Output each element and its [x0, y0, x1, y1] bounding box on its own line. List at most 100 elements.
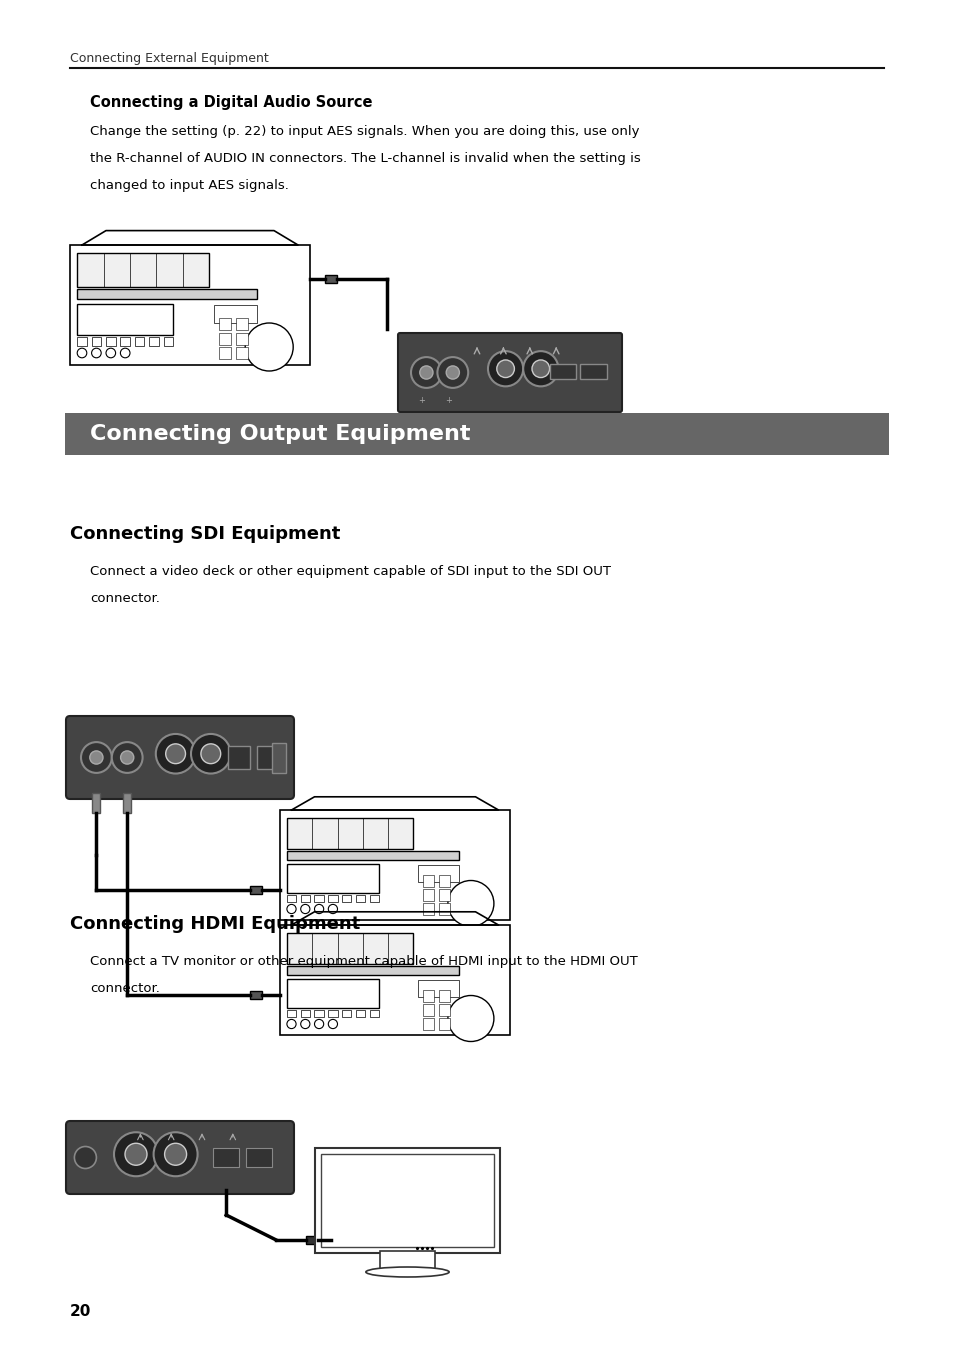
- Bar: [213, 1148, 239, 1167]
- Circle shape: [155, 734, 195, 773]
- Text: Connecting a Digital Audio Source: Connecting a Digital Audio Source: [90, 95, 372, 110]
- Circle shape: [287, 904, 295, 914]
- Circle shape: [125, 1143, 147, 1166]
- Circle shape: [314, 904, 323, 914]
- Bar: [422, 903, 434, 914]
- Bar: [438, 890, 450, 900]
- Circle shape: [411, 357, 441, 387]
- Bar: [342, 895, 351, 902]
- Bar: [314, 895, 323, 902]
- Circle shape: [532, 360, 549, 378]
- Circle shape: [91, 348, 101, 357]
- Bar: [218, 333, 231, 345]
- Bar: [379, 1251, 435, 1273]
- Bar: [438, 990, 450, 1002]
- Text: Connect a video deck or other equipment capable of SDI input to the SDI OUT: Connect a video deck or other equipment …: [90, 565, 610, 578]
- Bar: [328, 895, 337, 902]
- Bar: [163, 337, 173, 345]
- FancyBboxPatch shape: [66, 716, 294, 799]
- Text: Connecting HDMI Equipment: Connecting HDMI Equipment: [70, 915, 360, 933]
- Bar: [417, 865, 459, 881]
- Bar: [422, 1005, 434, 1016]
- Bar: [370, 1010, 378, 1017]
- Text: connector.: connector.: [90, 982, 160, 995]
- Bar: [422, 890, 434, 900]
- Bar: [287, 850, 459, 860]
- Circle shape: [191, 734, 231, 773]
- Bar: [134, 337, 144, 345]
- Text: +: +: [418, 395, 425, 405]
- Text: the R-channel of AUDIO IN connectors. The L-channel is invalid when the setting : the R-channel of AUDIO IN connectors. Th…: [90, 152, 640, 165]
- Bar: [287, 1010, 295, 1017]
- Bar: [70, 245, 310, 366]
- Bar: [438, 903, 450, 914]
- Text: connector.: connector.: [90, 592, 160, 605]
- Circle shape: [90, 751, 103, 764]
- Bar: [287, 965, 459, 975]
- Bar: [287, 895, 295, 902]
- Bar: [422, 990, 434, 1002]
- Circle shape: [447, 880, 494, 926]
- Text: Change the setting (p. 22) to input AES signals. When you are doing this, use on: Change the setting (p. 22) to input AES …: [90, 125, 639, 138]
- Bar: [287, 818, 413, 849]
- Bar: [287, 979, 378, 1007]
- Circle shape: [201, 743, 220, 764]
- Bar: [280, 925, 510, 1034]
- Circle shape: [287, 1020, 295, 1029]
- Circle shape: [120, 751, 133, 764]
- Circle shape: [328, 904, 337, 914]
- Bar: [300, 895, 310, 902]
- Bar: [246, 1148, 273, 1167]
- Circle shape: [106, 348, 115, 357]
- Bar: [273, 742, 285, 773]
- Text: +: +: [444, 395, 452, 405]
- Bar: [228, 746, 250, 769]
- Bar: [235, 318, 248, 330]
- FancyBboxPatch shape: [66, 1121, 294, 1194]
- Bar: [549, 363, 576, 379]
- Bar: [370, 895, 378, 902]
- Bar: [106, 337, 115, 345]
- Bar: [287, 864, 378, 892]
- Bar: [250, 886, 262, 894]
- Bar: [328, 1010, 337, 1017]
- Circle shape: [419, 366, 433, 379]
- Circle shape: [112, 742, 142, 773]
- Bar: [417, 980, 459, 997]
- Text: Connect a TV monitor or other equipment capable of HDMI input to the HDMI OUT: Connect a TV monitor or other equipment …: [90, 955, 638, 968]
- Bar: [314, 1010, 323, 1017]
- Bar: [438, 1018, 450, 1029]
- Circle shape: [522, 351, 558, 386]
- Bar: [77, 253, 209, 287]
- Bar: [77, 303, 173, 334]
- Circle shape: [447, 995, 494, 1041]
- Circle shape: [300, 1020, 310, 1029]
- Bar: [320, 1154, 494, 1247]
- Text: Connecting External Equipment: Connecting External Equipment: [70, 51, 269, 65]
- Circle shape: [165, 1143, 187, 1166]
- Circle shape: [81, 742, 112, 773]
- Bar: [314, 1148, 499, 1252]
- Bar: [355, 895, 365, 902]
- Circle shape: [328, 1020, 337, 1029]
- Bar: [213, 305, 257, 324]
- Bar: [250, 991, 262, 999]
- Circle shape: [245, 324, 293, 371]
- Circle shape: [446, 366, 459, 379]
- Bar: [92, 793, 100, 812]
- Circle shape: [120, 348, 130, 357]
- Circle shape: [497, 360, 514, 378]
- Text: 20: 20: [70, 1304, 91, 1319]
- Bar: [287, 933, 413, 964]
- Bar: [218, 347, 231, 359]
- Bar: [342, 1010, 351, 1017]
- Bar: [218, 318, 231, 330]
- Circle shape: [436, 357, 468, 387]
- Bar: [325, 275, 336, 283]
- Bar: [355, 1010, 365, 1017]
- Bar: [256, 746, 278, 769]
- Bar: [235, 333, 248, 345]
- Circle shape: [74, 1147, 96, 1169]
- FancyBboxPatch shape: [397, 333, 621, 412]
- Circle shape: [153, 1132, 197, 1177]
